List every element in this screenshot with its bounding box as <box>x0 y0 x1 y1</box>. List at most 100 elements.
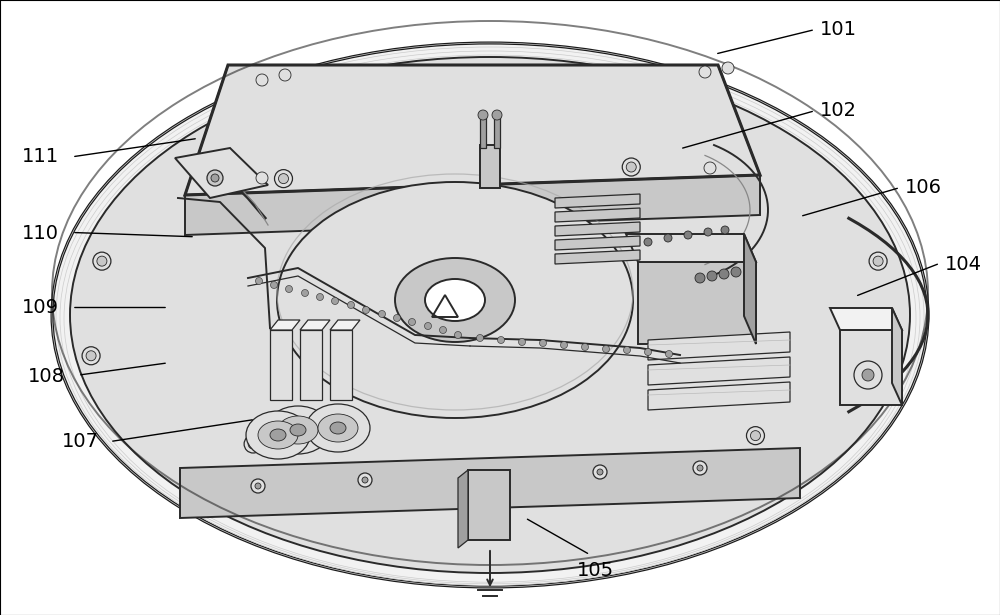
Circle shape <box>211 174 219 182</box>
Polygon shape <box>626 234 756 262</box>
Circle shape <box>684 231 692 239</box>
Polygon shape <box>555 222 640 236</box>
Circle shape <box>693 461 707 475</box>
Text: 109: 109 <box>22 298 59 317</box>
Polygon shape <box>270 330 292 400</box>
Polygon shape <box>744 234 756 344</box>
Circle shape <box>602 346 610 352</box>
Polygon shape <box>175 148 268 198</box>
Polygon shape <box>185 65 760 195</box>
Circle shape <box>722 62 734 74</box>
Circle shape <box>286 285 292 293</box>
Circle shape <box>880 347 898 365</box>
Circle shape <box>746 427 764 445</box>
Circle shape <box>492 110 502 120</box>
Text: 102: 102 <box>820 101 857 120</box>
Ellipse shape <box>330 422 346 434</box>
Ellipse shape <box>52 43 928 587</box>
Circle shape <box>478 110 488 120</box>
Ellipse shape <box>266 406 330 454</box>
Circle shape <box>378 311 386 317</box>
Polygon shape <box>458 470 468 548</box>
Circle shape <box>278 173 288 184</box>
Circle shape <box>719 269 729 279</box>
Ellipse shape <box>425 279 485 321</box>
Text: 107: 107 <box>62 432 99 451</box>
Circle shape <box>93 252 111 270</box>
Circle shape <box>862 369 874 381</box>
Circle shape <box>597 469 603 475</box>
Polygon shape <box>494 115 500 148</box>
Circle shape <box>704 162 716 174</box>
Circle shape <box>256 74 268 86</box>
Ellipse shape <box>278 416 318 444</box>
Circle shape <box>82 347 100 365</box>
Text: 110: 110 <box>22 224 59 243</box>
Polygon shape <box>330 320 360 330</box>
Circle shape <box>256 172 268 184</box>
Circle shape <box>697 465 703 471</box>
Circle shape <box>869 252 887 270</box>
Ellipse shape <box>70 57 910 573</box>
Circle shape <box>316 293 324 301</box>
Circle shape <box>97 256 107 266</box>
Text: 105: 105 <box>576 561 614 580</box>
Circle shape <box>664 234 672 242</box>
Ellipse shape <box>277 182 633 418</box>
Ellipse shape <box>270 429 286 441</box>
Circle shape <box>270 282 278 288</box>
Circle shape <box>560 341 568 349</box>
Ellipse shape <box>246 411 310 459</box>
Circle shape <box>704 228 712 236</box>
Circle shape <box>255 483 261 489</box>
Circle shape <box>332 298 338 304</box>
Text: 104: 104 <box>945 255 982 274</box>
Circle shape <box>644 238 652 246</box>
Circle shape <box>695 273 705 283</box>
Circle shape <box>251 479 265 493</box>
Ellipse shape <box>395 258 515 342</box>
Circle shape <box>707 271 717 281</box>
Polygon shape <box>185 175 760 235</box>
Circle shape <box>750 430 760 440</box>
Circle shape <box>666 351 672 357</box>
Circle shape <box>884 351 894 361</box>
Circle shape <box>540 339 546 346</box>
Ellipse shape <box>306 404 370 452</box>
Polygon shape <box>830 308 902 330</box>
Circle shape <box>244 435 262 453</box>
Circle shape <box>279 69 291 81</box>
Polygon shape <box>840 330 902 405</box>
Circle shape <box>582 344 588 351</box>
Polygon shape <box>892 308 902 405</box>
Circle shape <box>256 277 262 285</box>
Circle shape <box>302 290 308 296</box>
Text: 101: 101 <box>820 20 857 39</box>
Circle shape <box>593 465 607 479</box>
Circle shape <box>440 327 446 333</box>
Polygon shape <box>638 262 756 344</box>
Circle shape <box>498 336 505 344</box>
Ellipse shape <box>318 414 358 442</box>
Circle shape <box>854 361 882 389</box>
Text: 111: 111 <box>22 148 59 166</box>
Text: 108: 108 <box>28 367 65 386</box>
Polygon shape <box>555 208 640 222</box>
Polygon shape <box>555 250 640 264</box>
Circle shape <box>454 331 462 338</box>
Circle shape <box>518 338 526 346</box>
Circle shape <box>394 314 400 322</box>
Circle shape <box>644 349 652 355</box>
Ellipse shape <box>290 424 306 436</box>
Polygon shape <box>648 382 790 410</box>
Circle shape <box>721 226 729 234</box>
Polygon shape <box>555 236 640 250</box>
Text: 106: 106 <box>905 178 942 197</box>
Polygon shape <box>330 330 352 400</box>
Polygon shape <box>648 332 790 360</box>
Circle shape <box>873 256 883 266</box>
Polygon shape <box>480 115 486 148</box>
Circle shape <box>348 301 354 309</box>
Circle shape <box>362 477 368 483</box>
Circle shape <box>477 335 484 341</box>
